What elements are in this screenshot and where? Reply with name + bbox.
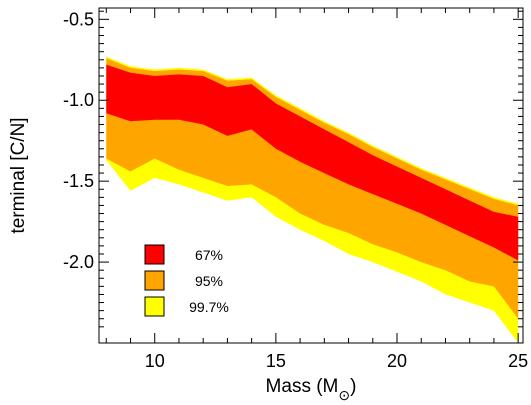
y-tick-label: -1.0 [63,90,94,110]
y-tick-label: -0.5 [63,9,94,29]
x-axis-title-suffix: ) [350,376,356,397]
bands-layer [106,56,519,343]
x-axis-title-subscript: ⊙ [338,387,350,403]
x-tick-label: 15 [266,351,286,371]
y-tick-label: -2.0 [63,252,94,272]
plot-frame [98,7,524,344]
x-axis-title-main: Mass (M [266,376,339,397]
y-axis-title: terminal [C/N] [8,117,29,233]
x-tick-label: 10 [145,351,165,371]
x-tick-label: 20 [387,351,407,371]
y-tick-label: -1.5 [63,171,94,191]
legend-swatch [144,270,165,291]
legend: 67% 95% 99.7% [144,244,229,317]
ticks-layer [99,8,523,343]
legend-label: 67% [195,247,223,263]
x-axis-title: Mass (M⊙) [266,376,357,403]
band-67-percent [106,64,519,261]
x-tick-label: 25 [508,351,528,371]
legend-label: 95% [195,273,223,289]
legend-label: 99.7% [189,299,229,315]
legend-swatch [144,296,165,317]
legend-swatch [144,244,165,265]
tick-labels-layer: 10 15 20 25 -2.0 -1.5 -1.0 -0.5 [63,9,528,371]
